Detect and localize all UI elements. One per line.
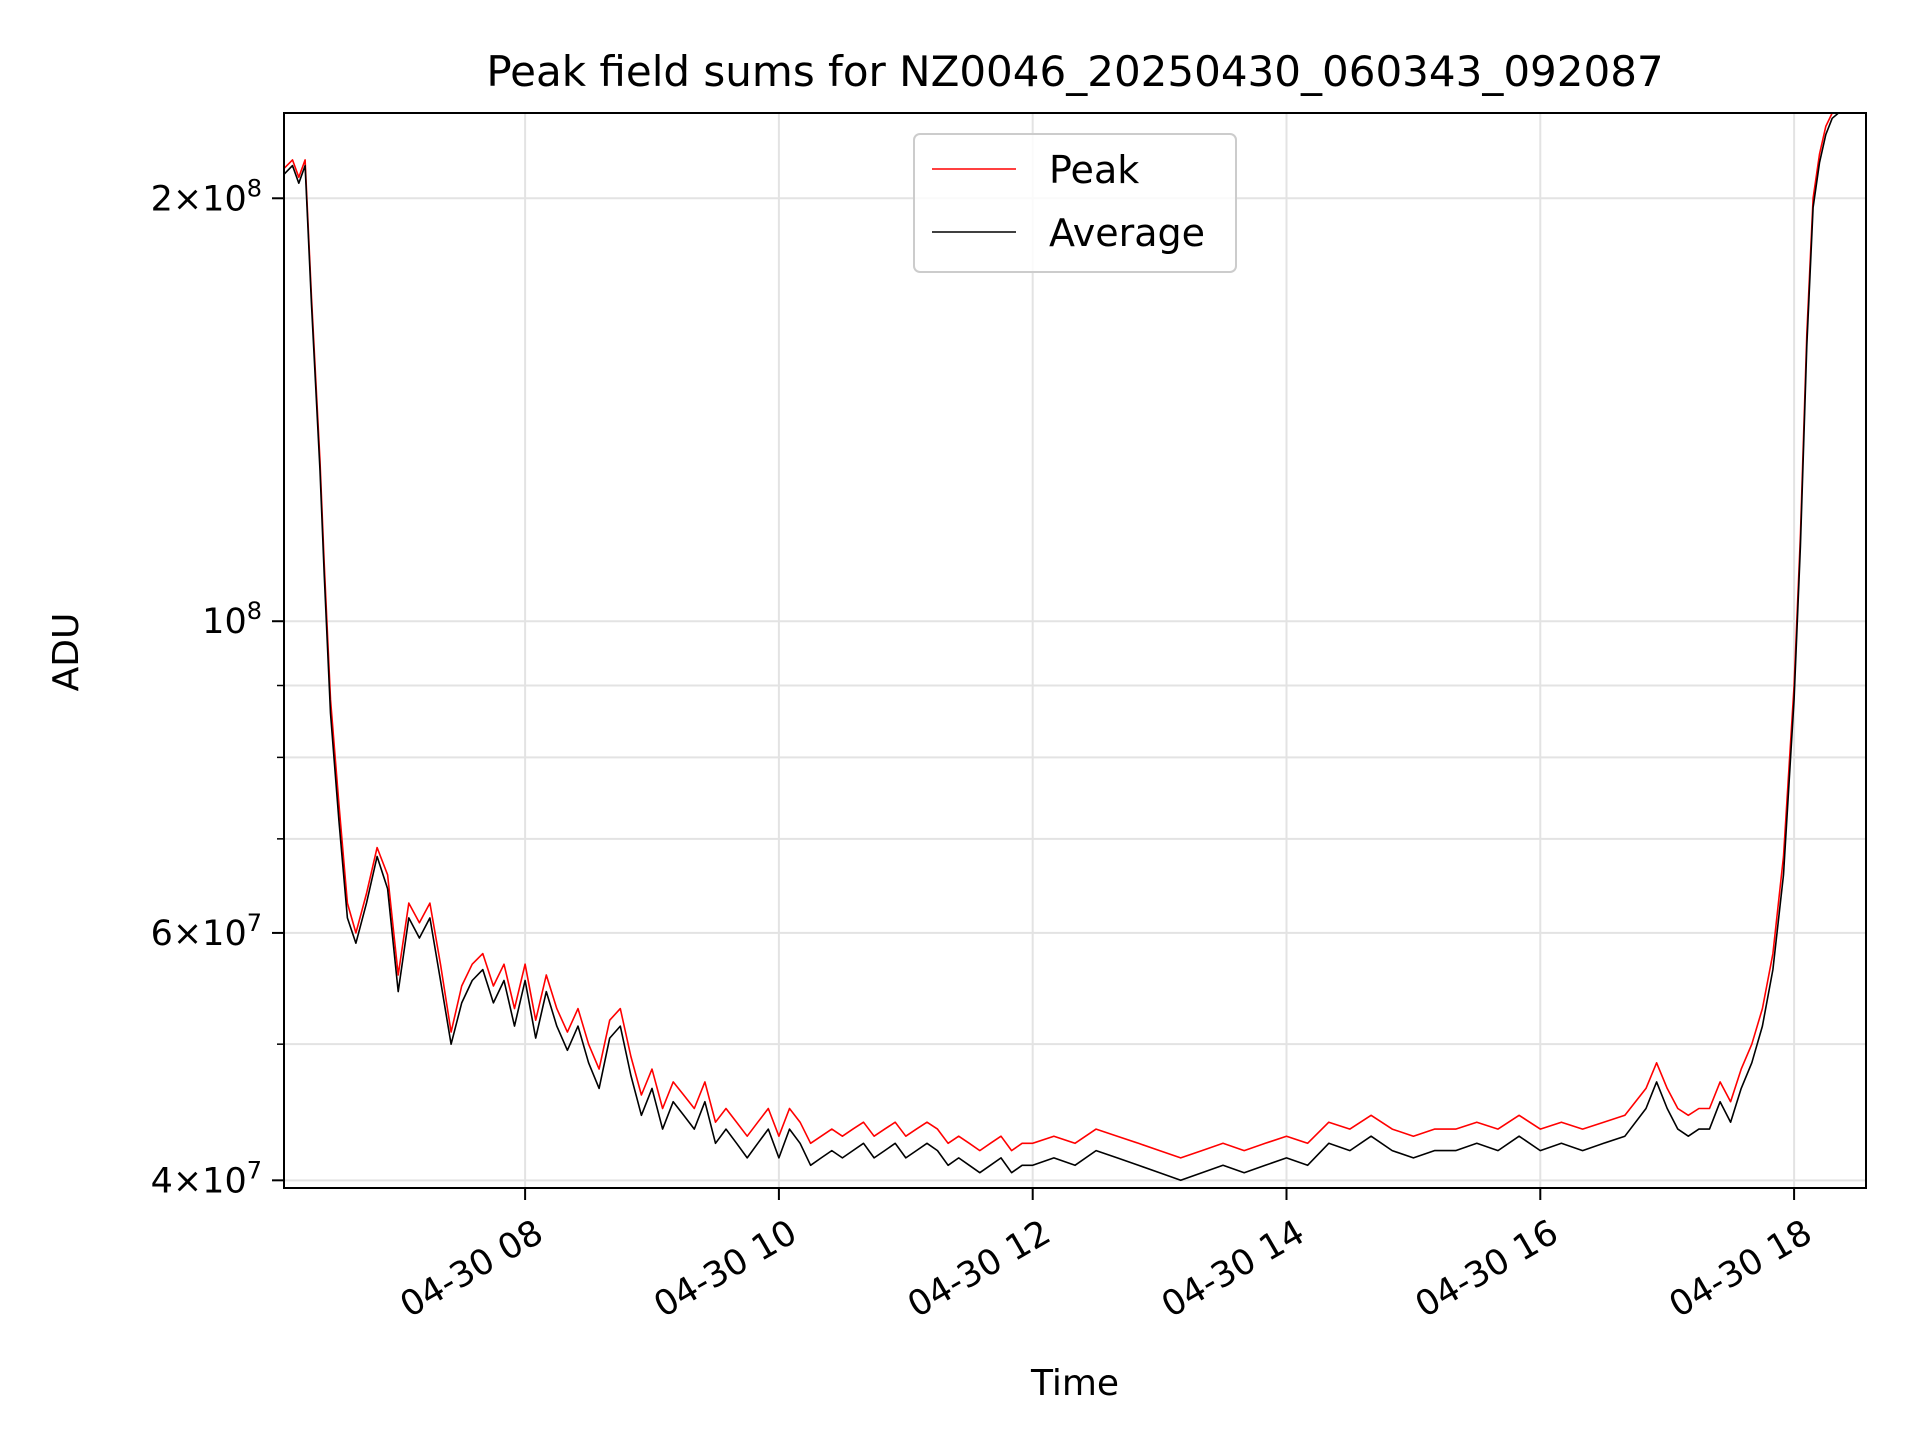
x-tick-label: 04-30 18	[1663, 1213, 1819, 1326]
grid	[284, 113, 1866, 1188]
x-axis-label: Time	[1030, 1363, 1119, 1404]
legend-label-average: Average	[1049, 211, 1205, 255]
series-line-peak	[284, 113, 1839, 1159]
x-axis: 04-30 08 04-30 10 04-30 12 04-30 14 04-30 16…	[394, 1188, 1819, 1326]
y-axis-label: ADU	[46, 613, 87, 692]
series-line-average	[284, 113, 1840, 1182]
plot-frame	[283, 112, 1867, 1189]
y-tick-label: 6×107	[151, 909, 262, 954]
y-tick-label: 2×108	[151, 174, 262, 219]
x-tick-label: 04-30 12	[901, 1213, 1057, 1326]
y-tick-label: 4×107	[151, 1156, 262, 1201]
chart-title: Peak field sums for NZ0046_20250430_0603…	[486, 47, 1663, 96]
y-axis: 4×107 6×107 108 2×108	[151, 174, 284, 1201]
x-tick-label: 04-30 14	[1155, 1213, 1311, 1326]
x-tick-label: 04-30 08	[394, 1213, 550, 1326]
plot-area	[284, 113, 1840, 1182]
y-tick-label: 108	[202, 597, 262, 642]
legend-label-peak: Peak	[1049, 148, 1139, 192]
x-tick-label: 04-30 16	[1409, 1213, 1565, 1326]
legend: Peak Average	[913, 133, 1237, 273]
x-tick-label: 04-30 10	[648, 1213, 804, 1326]
